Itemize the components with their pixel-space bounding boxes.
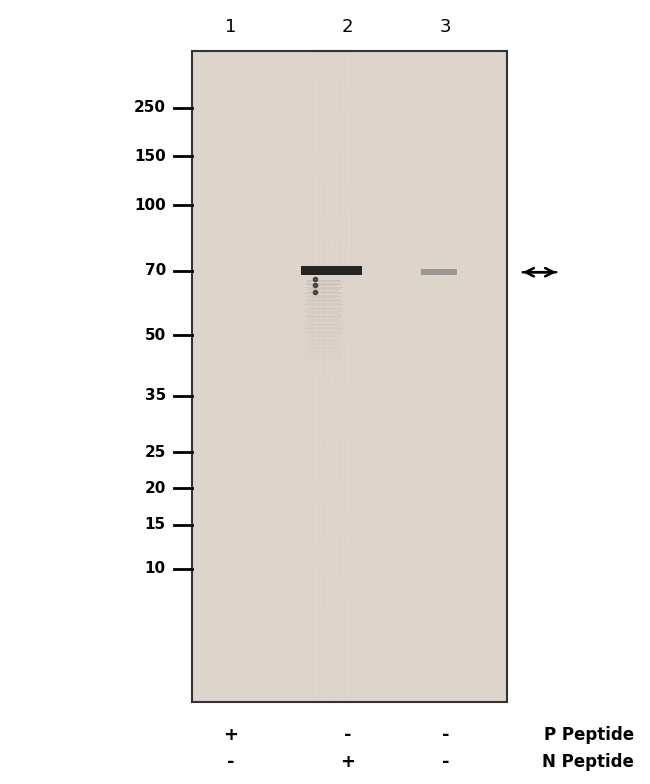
Text: 2: 2: [342, 19, 354, 36]
Text: 250: 250: [134, 100, 166, 115]
Text: 1: 1: [225, 19, 237, 36]
Text: -: -: [344, 727, 352, 744]
Bar: [421, 269, 457, 275]
Text: -: -: [227, 753, 235, 771]
Text: 20: 20: [144, 481, 166, 495]
Text: P Peptide: P Peptide: [543, 727, 634, 744]
Text: N Peptide: N Peptide: [542, 753, 634, 771]
Text: -: -: [441, 753, 449, 771]
Text: +: +: [340, 753, 356, 771]
Text: 3: 3: [439, 19, 451, 36]
Text: +: +: [223, 727, 239, 744]
Text: 25: 25: [144, 445, 166, 460]
Bar: [192, 51, 507, 702]
Text: 70: 70: [144, 263, 166, 278]
Text: 10: 10: [144, 561, 166, 576]
Text: 15: 15: [144, 517, 166, 532]
Text: -: -: [441, 727, 449, 744]
Text: 150: 150: [134, 149, 166, 164]
Text: 35: 35: [144, 388, 166, 403]
Bar: [300, 267, 363, 275]
Text: 50: 50: [144, 328, 166, 343]
Text: 100: 100: [134, 198, 166, 212]
